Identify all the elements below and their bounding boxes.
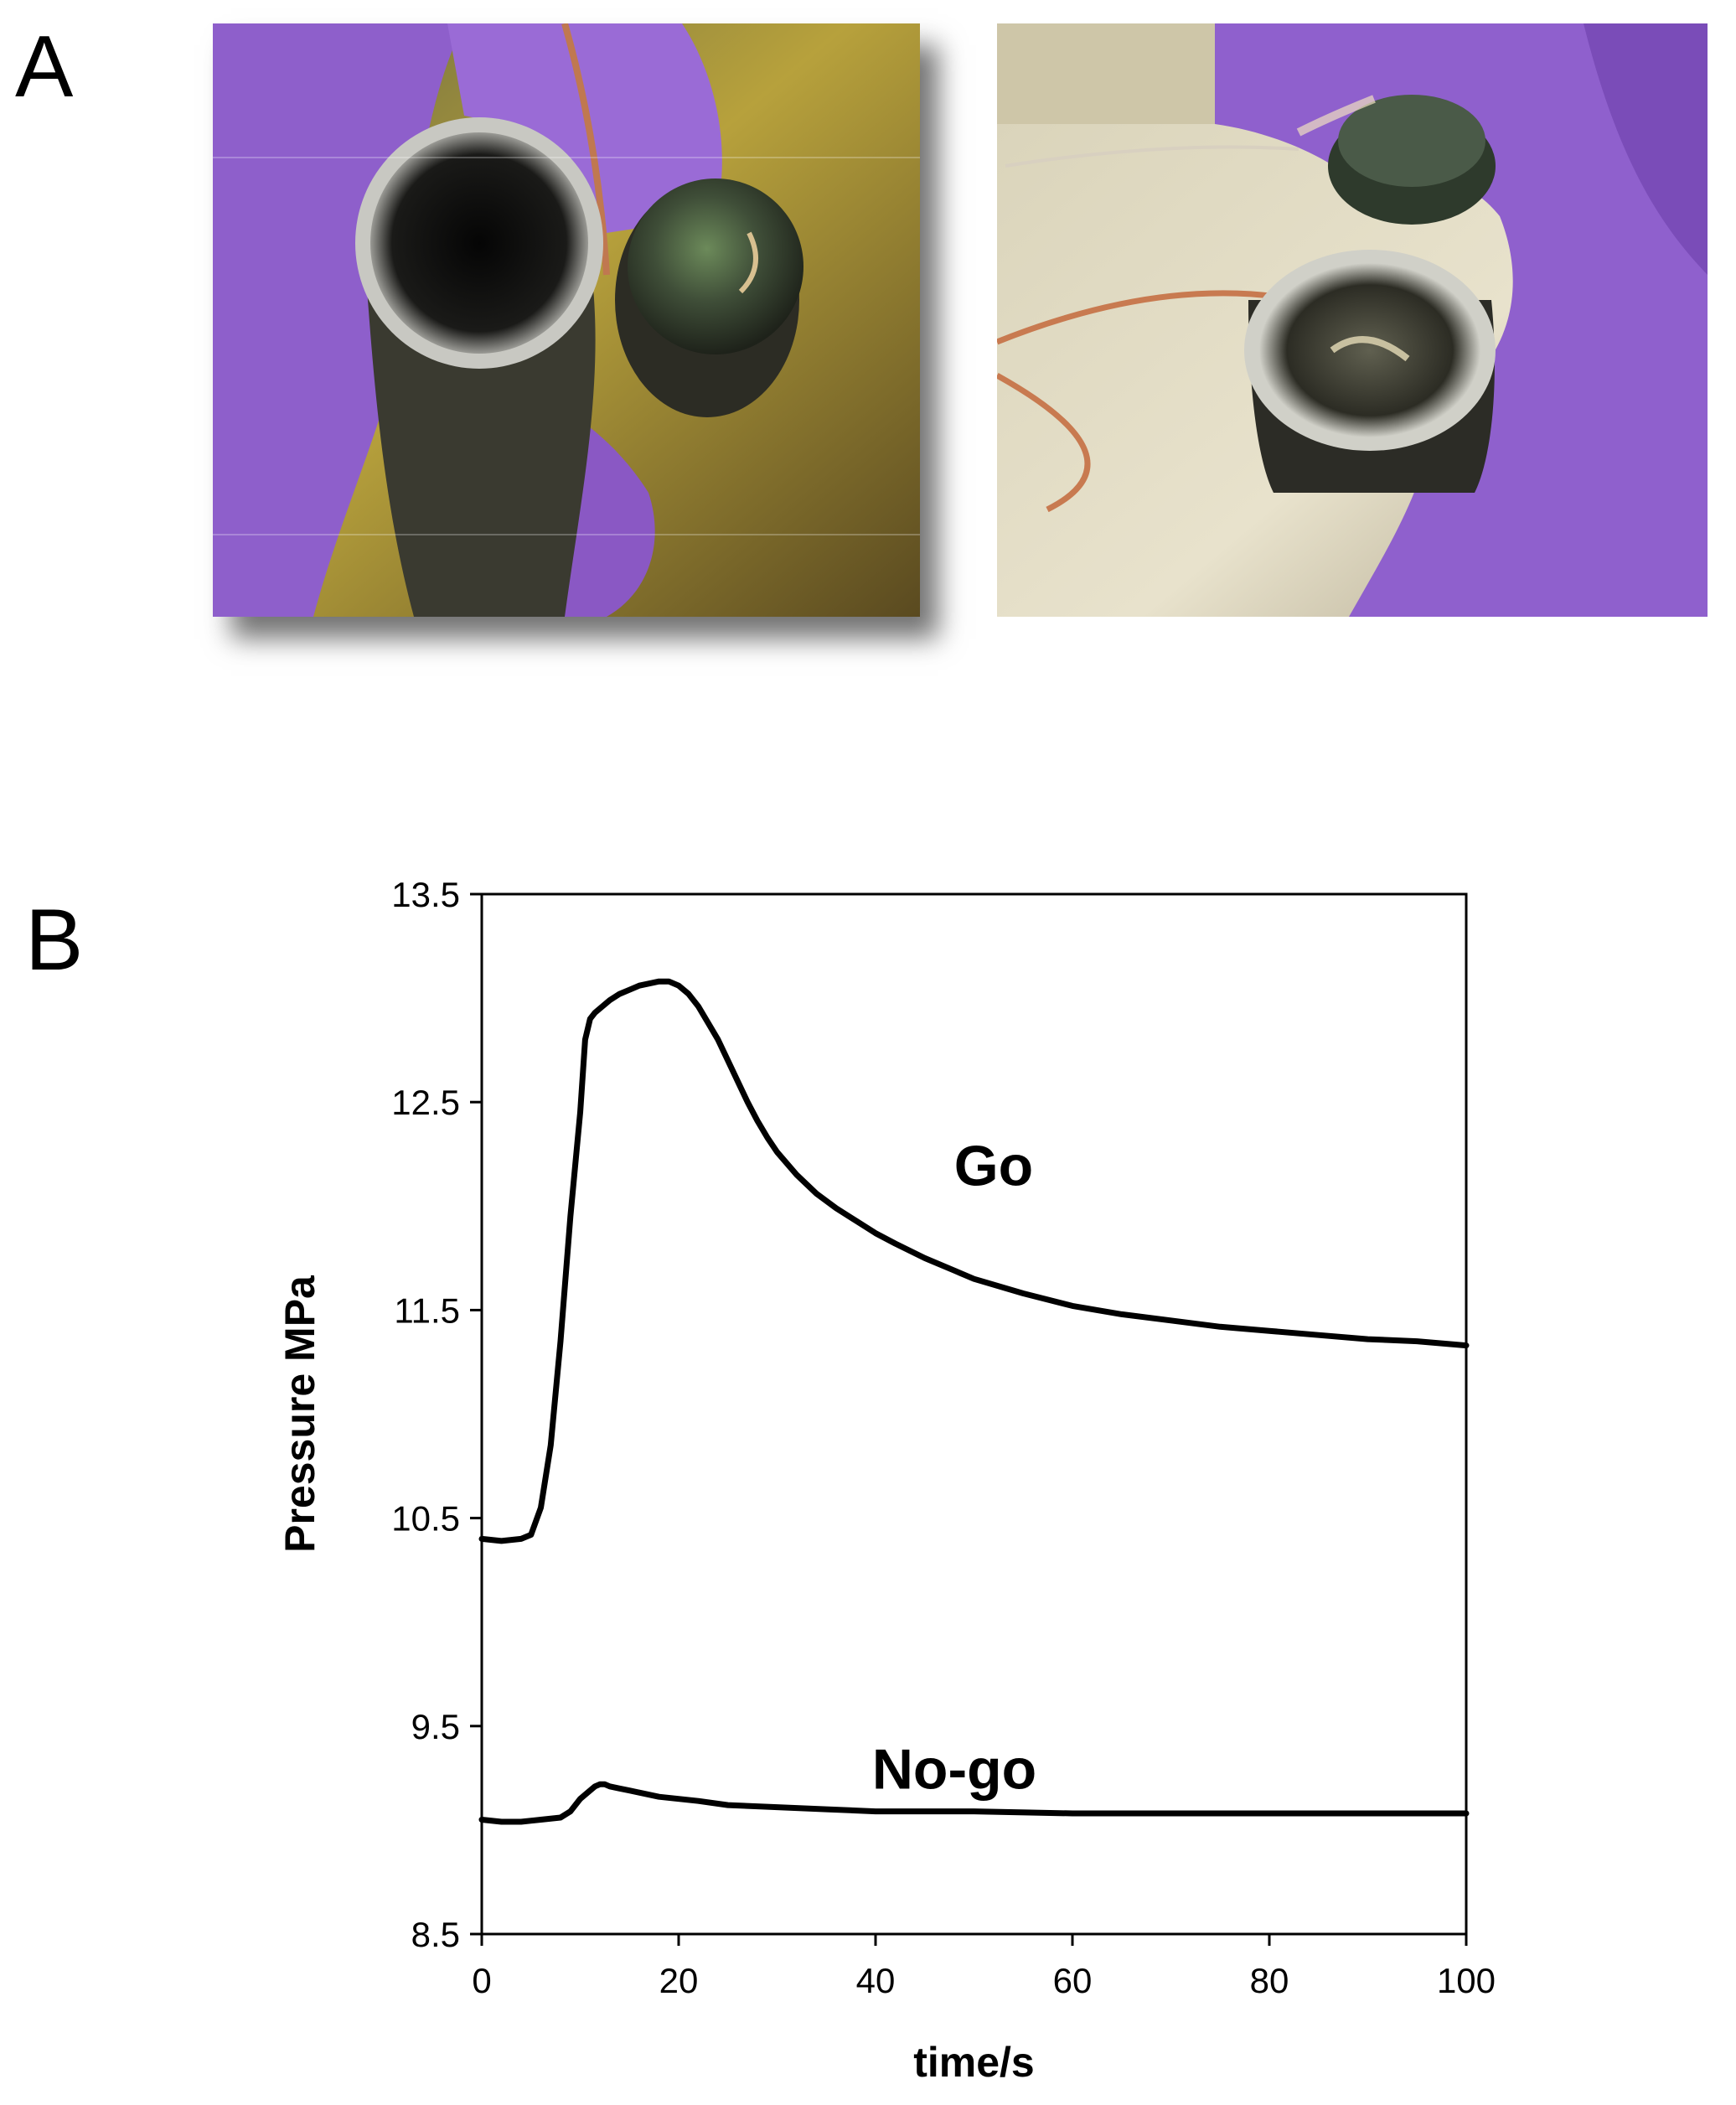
photo-intact-vessel	[997, 23, 1708, 617]
series-lines	[478, 978, 1470, 1825]
panel-label-b: B	[25, 892, 84, 989]
photo-charred-vessel	[213, 23, 920, 617]
annotation-no-go: No-go	[872, 1737, 1036, 1801]
panel-label-a: A	[15, 18, 74, 116]
pressure-time-chart: 8.5 9.5 10.5 11.5 12.5 13.5 0 20 40 60 80 100 Go No…	[276, 875, 1496, 2086]
go-series-line	[478, 978, 1470, 1544]
y-tick-label: 8.5	[411, 1915, 460, 1954]
x-tick-label: 20	[659, 1961, 699, 2000]
x-tick-label: 80	[1250, 1961, 1289, 2000]
y-tick-label: 10.5	[391, 1499, 460, 1539]
x-axis-title: time/s	[913, 2039, 1035, 2086]
x-tick-label: 40	[856, 1961, 896, 2000]
no-go-series-line	[478, 1781, 1470, 1825]
y-axis-title: Pressure MPa	[276, 1275, 323, 1553]
plot-area-frame	[480, 892, 1468, 1936]
annotation-go: Go	[954, 1134, 1033, 1197]
annotations: Go No-go	[872, 1134, 1036, 1801]
x-tick-label: 0	[472, 1961, 491, 2000]
y-tick-label: 12.5	[391, 1083, 460, 1122]
y-tick-label: 9.5	[411, 1707, 460, 1746]
x-axis-ticks: 0 20 40 60 80 100	[472, 1934, 1496, 2000]
y-tick-label: 11.5	[394, 1290, 460, 1330]
y-tick-label: 13.5	[391, 875, 460, 914]
y-axis-ticks: 8.5 9.5 10.5 11.5 12.5 13.5	[391, 875, 482, 1954]
x-tick-label: 100	[1437, 1961, 1496, 2000]
x-tick-label: 60	[1053, 1961, 1093, 2000]
